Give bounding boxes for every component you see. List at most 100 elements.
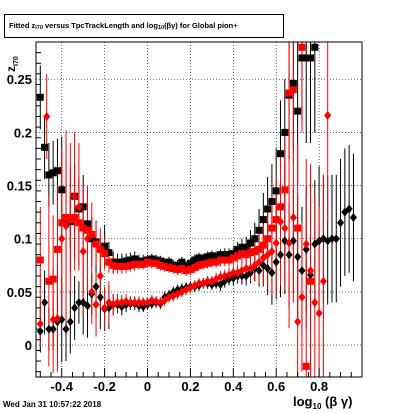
x-tick-label: 0.2 <box>181 379 199 394</box>
data-point-square <box>242 251 250 259</box>
data-point-square <box>268 198 276 206</box>
data-point-square <box>221 256 229 264</box>
data-point-square <box>92 240 100 248</box>
data-point-diamond <box>255 257 263 267</box>
data-point-diamond <box>345 204 353 214</box>
data-point-square <box>79 224 87 232</box>
data-point-diamond <box>92 300 100 310</box>
data-point-diamond <box>195 278 203 288</box>
data-point-diamond <box>281 223 289 233</box>
data-point-square <box>307 54 315 62</box>
data-point-square <box>144 258 152 266</box>
data-point-diamond <box>328 234 336 244</box>
data-point-square <box>289 79 297 87</box>
data-point-square <box>178 265 186 273</box>
data-point-square <box>139 260 147 268</box>
data-point-diamond <box>62 221 70 231</box>
data-point-square <box>298 54 306 62</box>
data-point-diamond <box>277 250 284 260</box>
data-point-square <box>165 263 173 271</box>
data-point-square <box>234 252 242 260</box>
data-point-diamond <box>272 238 280 248</box>
data-point-square <box>131 260 139 268</box>
data-point-diamond <box>92 282 100 292</box>
data-point-diamond <box>307 266 315 276</box>
data-point-diamond <box>242 264 250 274</box>
data-point-square <box>277 203 284 211</box>
data-point-square <box>216 251 224 259</box>
data-point-square <box>96 245 104 253</box>
data-point-diamond <box>114 298 121 308</box>
data-point-square <box>216 256 224 264</box>
data-point-square <box>36 93 44 101</box>
data-point-square <box>165 258 173 266</box>
data-point-square <box>251 248 259 256</box>
y-tick-label: 0.1 <box>14 232 32 247</box>
data-point-square <box>246 249 254 257</box>
data-point-diamond <box>58 234 66 244</box>
data-point-square <box>221 251 229 259</box>
data-point-square <box>238 250 246 258</box>
data-point-diamond <box>264 264 272 274</box>
x-tick-label: 0.8 <box>310 379 328 394</box>
data-point-diamond <box>53 314 61 324</box>
data-point-square <box>195 261 203 269</box>
data-point-square <box>79 203 87 211</box>
data-point-square <box>234 245 242 253</box>
data-point-square <box>161 262 169 270</box>
data-point-diamond <box>62 324 70 334</box>
x-tick-label: 0 <box>144 379 151 394</box>
data-point-square <box>229 250 237 258</box>
data-point-diamond <box>126 298 134 308</box>
data-point-square <box>277 150 284 158</box>
data-point-square <box>199 255 207 263</box>
data-point-square <box>204 253 212 261</box>
data-point-square <box>268 224 276 232</box>
data-point-square <box>83 220 91 228</box>
data-point-square <box>122 257 130 265</box>
data-point-diamond <box>131 298 139 308</box>
data-point-square <box>174 266 182 274</box>
data-point-diamond <box>285 250 293 260</box>
data-point-square <box>302 54 310 62</box>
data-point-square <box>118 258 126 266</box>
chart-title: Fitted zI70 versus TpcTrackLength and lo… <box>4 14 284 38</box>
data-point-square <box>302 362 310 370</box>
data-point-square <box>75 219 83 227</box>
data-point-square <box>225 251 233 259</box>
data-point-square <box>255 226 263 234</box>
y-tick-label: 0.05 <box>7 285 32 300</box>
data-point-square <box>259 216 267 224</box>
plot-frame <box>35 41 363 378</box>
data-point-square <box>285 89 293 97</box>
data-point-square <box>156 257 164 265</box>
data-point-square <box>83 226 91 234</box>
data-point-square <box>298 43 306 51</box>
x-axis-label: log10 (β γ) <box>293 394 353 411</box>
data-point-diamond <box>294 252 302 262</box>
data-point-square <box>169 265 177 273</box>
data-point-diamond <box>49 324 57 334</box>
data-point-diamond <box>79 247 87 257</box>
data-point-square <box>289 86 297 94</box>
data-point-square <box>212 258 220 266</box>
data-point-square <box>255 245 263 253</box>
data-point-square <box>186 259 194 267</box>
data-point-square <box>242 243 250 251</box>
data-point-square <box>212 253 220 261</box>
data-point-square <box>246 239 254 247</box>
data-point-square <box>105 258 113 266</box>
data-point-diamond <box>96 271 104 281</box>
data-point-square <box>114 258 121 266</box>
data-point-square <box>58 219 66 227</box>
data-point-square <box>122 262 130 270</box>
data-point-diamond <box>349 212 357 222</box>
data-point-diamond <box>41 298 49 308</box>
data-point-diamond <box>298 266 306 276</box>
data-point-diamond <box>315 308 323 318</box>
data-point-diamond <box>272 257 280 267</box>
data-point-square <box>71 213 79 221</box>
data-point-square <box>225 256 233 264</box>
data-point-diamond <box>268 268 276 278</box>
data-point-square <box>174 261 182 269</box>
